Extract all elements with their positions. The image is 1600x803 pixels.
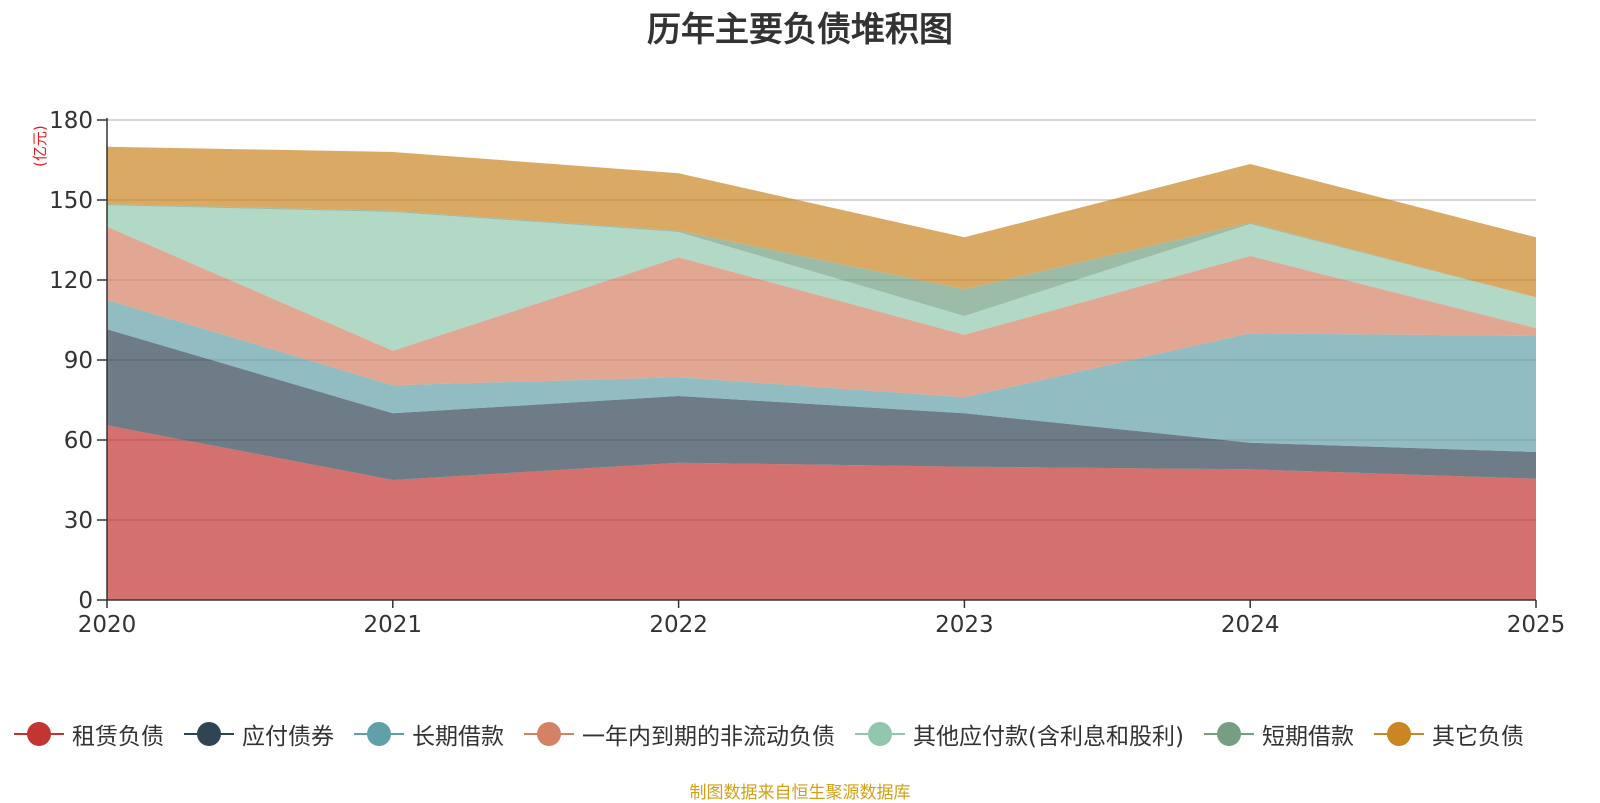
legend-label: 其他应付款(含利息和股利) [913, 724, 1184, 750]
legend-item[interactable]: 长期借款 [354, 717, 504, 751]
x-tick-label: 2025 [1507, 612, 1566, 638]
legend-marker-icon [184, 720, 234, 748]
chart-plot: 0 30 60 90 120 150 180 2020 2021 2022 2023 2024 2025 [49, 108, 1565, 638]
legend-label: 长期借款 [412, 724, 504, 750]
y-tick-label: 60 [64, 428, 93, 454]
source-note: 制图数据来自恒生聚源数据库 [689, 783, 911, 803]
legend-marker-icon [1203, 720, 1254, 748]
legend-marker-icon [524, 720, 574, 748]
chart-title: 历年主要负债堆积图 [647, 10, 953, 50]
legend-label: 应付债券 [242, 724, 334, 750]
legend-marker-icon [14, 720, 64, 748]
legend: 租赁负债 应付债券 长期借款 一年内到期的非流动负债 其他应付款(含利息和股利) 短期借款… [14, 716, 1594, 752]
legend-item[interactable]: 短期借款 [1203, 717, 1354, 751]
legend-label: 其它负债 [1431, 724, 1524, 750]
legend-item[interactable]: 一年内到期的非流动负债 [524, 717, 835, 751]
area-series-4 [107, 205, 1536, 351]
legend-item[interactable]: 租赁负债 [14, 717, 164, 751]
area-series-6 [107, 146, 1536, 298]
legend-marker-icon [855, 720, 905, 748]
axes: 0 30 60 90 120 150 180 2020 2021 2022 2023 2024 2025 [49, 108, 1565, 638]
area-series-2 [107, 300, 1536, 452]
legend-item[interactable]: 其他应付款(含利息和股利) [855, 717, 1184, 751]
y-tick-label: 30 [64, 508, 93, 534]
y-tick-label: 150 [49, 188, 93, 214]
x-tick-label: 2022 [649, 612, 708, 638]
area-series-3 [107, 226, 1536, 398]
y-tick-label: 180 [49, 108, 93, 134]
y-tick-label: 0 [78, 588, 93, 614]
x-tick-label: 2021 [364, 612, 423, 638]
x-tick-label: 2023 [935, 612, 994, 638]
area-series-0 [107, 425, 1536, 600]
legend-label: 一年内到期的非流动负债 [582, 724, 835, 750]
legend-label: 租赁负债 [72, 724, 164, 750]
area-series-5 [107, 204, 1536, 316]
x-tick-label: 2020 [78, 612, 137, 638]
legend-label: 短期借款 [1261, 724, 1354, 750]
stacked-areas [107, 146, 1536, 600]
legend-item[interactable]: 其它负债 [1373, 717, 1524, 751]
x-tick-label: 2024 [1221, 612, 1280, 638]
legend-item[interactable]: 应付债券 [184, 717, 334, 751]
y-tick-label: 90 [64, 348, 93, 374]
y-tick-label: 120 [49, 268, 93, 294]
legend-marker-icon [1373, 720, 1424, 748]
legend-marker-icon [354, 720, 404, 748]
